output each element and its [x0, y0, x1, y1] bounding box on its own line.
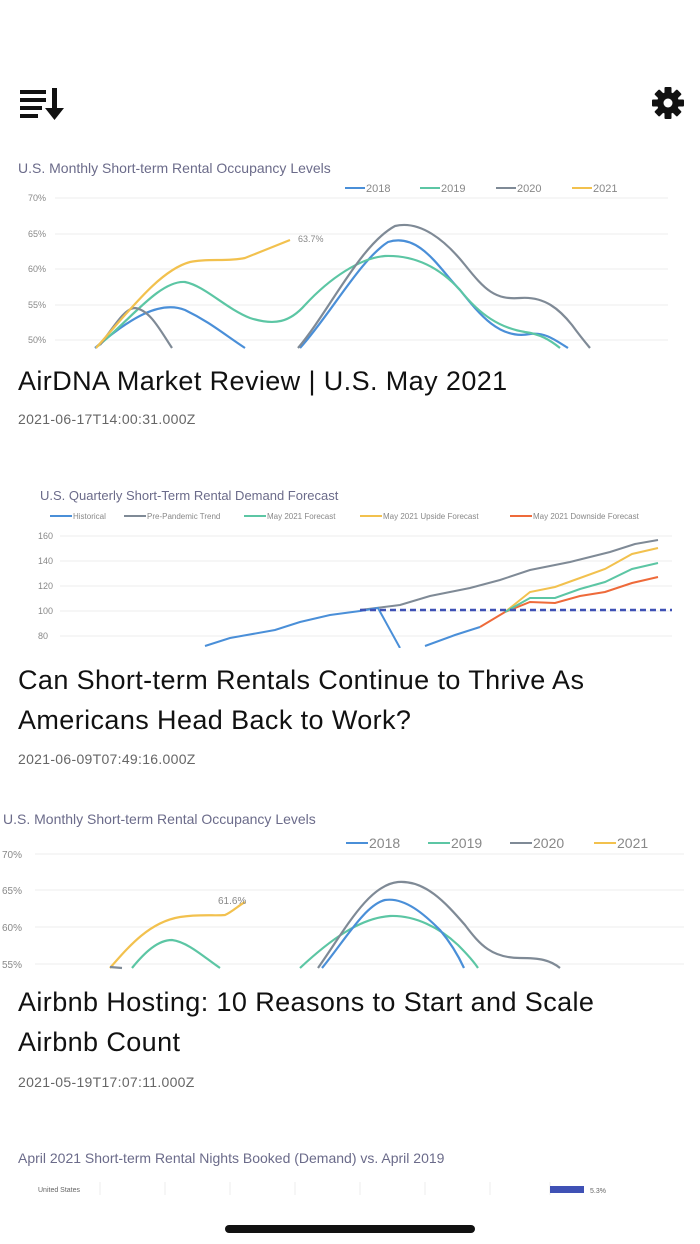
article-title[interactable]: Can Short-term Rentals Continue to Thriv… [18, 665, 585, 735]
y-tick: 160 [38, 531, 53, 541]
demand-bar [550, 1186, 584, 1193]
article-title[interactable]: Airbnb Hosting: 10 Reasons to Start and … [18, 987, 595, 1057]
y-tick: 70% [2, 850, 22, 861]
gear-icon[interactable] [646, 84, 690, 124]
legend-label: 2020 [517, 183, 541, 195]
series-2020-line [99, 306, 173, 349]
article-thumbnail[interactable]: U.S. Quarterly Short-Term Rental Demand … [0, 478, 700, 648]
legend-label: May 2021 Forecast [267, 512, 336, 521]
thumb-chart-title: U.S. Monthly Short-term Rental Occupancy… [3, 811, 316, 827]
thumb-legend: 2018 2019 2020 2021 [345, 183, 617, 195]
downside-forecast-line [479, 576, 659, 628]
y-tick: 65% [2, 886, 22, 897]
article-title[interactable]: AirDNA Market Review | U.S. May 2021 [18, 366, 508, 396]
pre-pandemic-trend-line [359, 539, 659, 611]
legend-label: Historical [73, 512, 106, 521]
article-date: 2021-06-17T14:00:31.000Z [18, 411, 196, 427]
article-thumbnail[interactable]: April 2021 Short-term Rental Nights Book… [0, 1140, 700, 1220]
thumb-chart-title: U.S. Monthly Short-term Rental Occupancy… [18, 160, 331, 176]
series-2019-line [131, 938, 221, 969]
y-tick: 120 [38, 581, 53, 591]
thumb-legend: 2018 2019 2020 2021 [346, 835, 648, 851]
y-tick: 60% [28, 264, 46, 274]
series-2020-line [297, 223, 591, 349]
row-label: United States [38, 1187, 81, 1194]
article-thumbnail[interactable]: U.S. Monthly Short-term Rental Occupancy… [0, 150, 700, 350]
legend-label: Pre-Pandemic Trend [147, 512, 220, 521]
legend-label: 2021 [593, 183, 617, 195]
may-forecast-line [504, 562, 659, 613]
upside-forecast-line [504, 547, 659, 613]
legend-label: 2018 [369, 835, 400, 851]
historical-line [204, 606, 401, 648]
legend-label: May 2021 Upside Forecast [383, 512, 479, 521]
article-date: 2021-06-09T07:49:16.000Z [18, 751, 196, 767]
y-tick: 50% [28, 335, 46, 345]
legend-label: 2018 [366, 183, 390, 195]
series-2020-line [317, 880, 561, 969]
y-axis-ticks: 70% 65% 60% 55% 50% [28, 193, 46, 345]
series-2018-line [321, 898, 465, 969]
y-axis-ticks: 160 140 120 100 80 [38, 531, 53, 641]
article-date: 2021-05-19T17:07:11.000Z [18, 1074, 195, 1090]
article-thumbnail[interactable]: U.S. Monthly Short-term Rental Occupancy… [0, 800, 700, 970]
sort-list-down-icon[interactable] [18, 84, 70, 122]
series-2020-line [109, 965, 123, 970]
data-annotation: 63.7% [298, 234, 324, 244]
top-toolbar [0, 0, 700, 140]
y-tick: 60% [2, 923, 22, 934]
legend-label: 2019 [451, 835, 482, 851]
occupancy-lines [109, 880, 561, 970]
home-indicator[interactable] [225, 1225, 475, 1233]
y-tick: 55% [2, 960, 22, 970]
data-annotation: 61.6% [218, 896, 246, 907]
series-2021-line [109, 901, 246, 969]
legend-label: 2019 [441, 183, 465, 195]
series-2021-line [95, 238, 291, 349]
y-tick: 80 [38, 631, 48, 641]
y-tick: 140 [38, 556, 53, 566]
series-2019-line [97, 254, 561, 349]
y-tick: 70% [28, 193, 46, 203]
thumb-chart-title: April 2021 Short-term Rental Nights Book… [18, 1150, 445, 1166]
bar-value-label: 5.3% [590, 1188, 606, 1195]
occupancy-lines [94, 223, 591, 349]
y-axis-ticks: 70% 65% 60% 55% [2, 850, 22, 970]
historical-line [424, 626, 481, 647]
legend-label: 2021 [617, 835, 648, 851]
thumb-legend: Historical Pre-Pandemic Trend May 2021 F… [50, 512, 640, 521]
y-tick: 55% [28, 300, 46, 310]
y-tick: 65% [28, 229, 46, 239]
legend-label: 2020 [533, 835, 564, 851]
series-2018-line [94, 306, 246, 349]
forecast-lines [204, 539, 672, 648]
legend-label: May 2021 Downside Forecast [533, 512, 640, 521]
series-2019-line [299, 914, 479, 969]
thumb-chart-title: U.S. Quarterly Short-Term Rental Demand … [40, 488, 339, 503]
y-tick: 100 [38, 606, 53, 616]
